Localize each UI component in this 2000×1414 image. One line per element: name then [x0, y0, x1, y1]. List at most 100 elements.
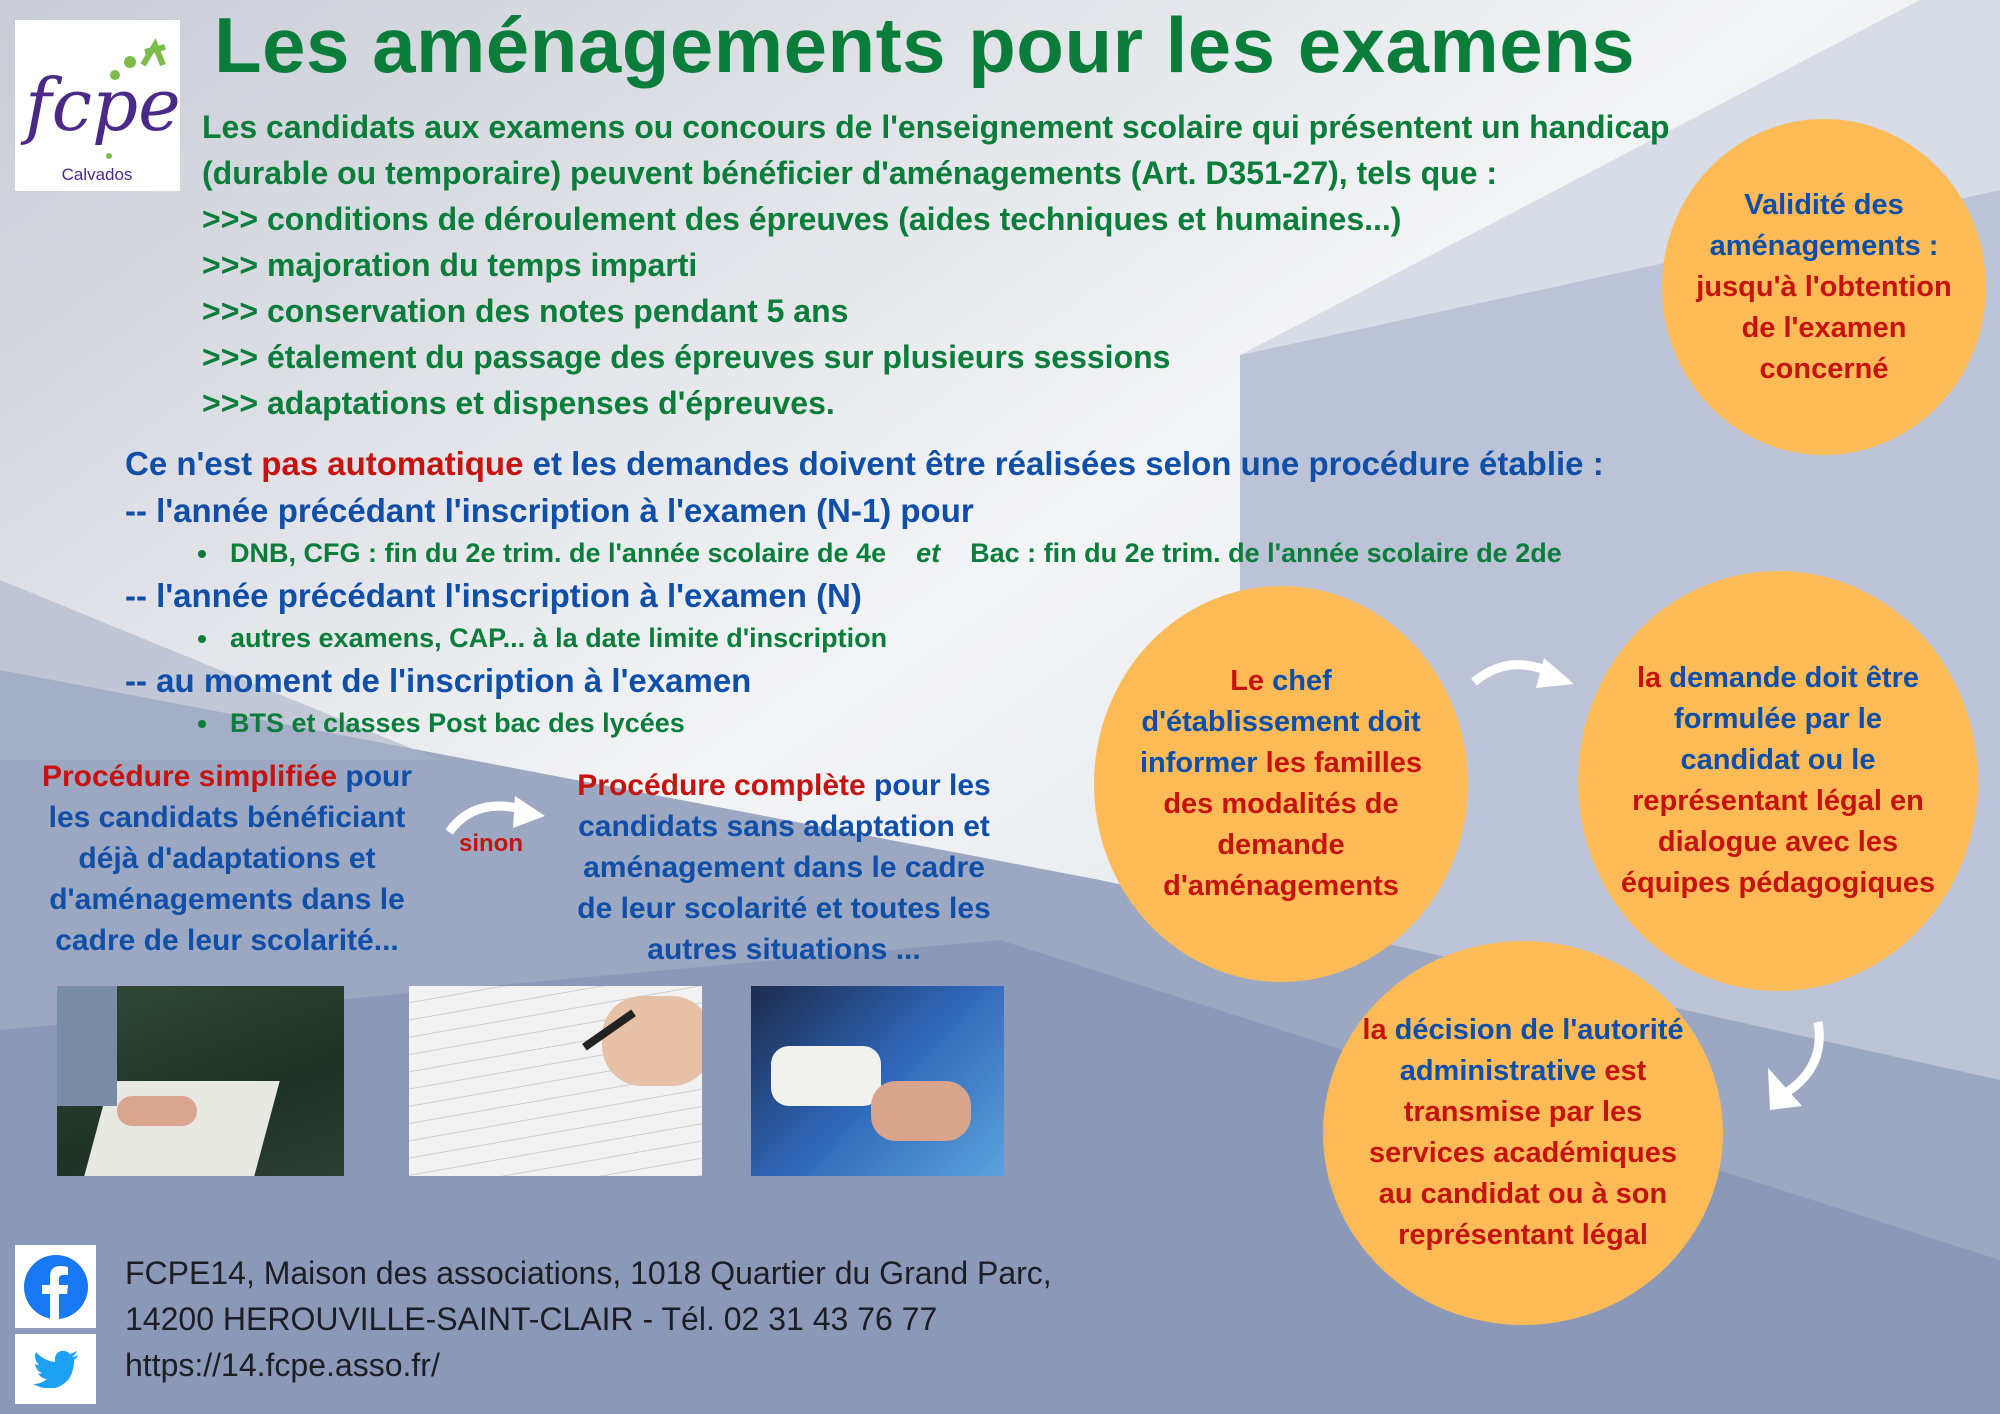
text-line: Le chef — [1140, 661, 1422, 702]
simplified-procedure-text: Procédure simplifiée pour les candidats b… — [27, 756, 427, 961]
text-segment: d'établissement doit — [1141, 706, 1421, 738]
text-line: autres situations ... — [564, 929, 1004, 970]
text-segment: d'aménagements — [1163, 870, 1399, 902]
text-segment: et les demandes doivent être réalisées s… — [523, 445, 1604, 482]
page-title: Les aménagements pour les examens — [214, 1, 1636, 89]
intro-line: Les candidats aux examens ou concours de… — [202, 109, 1670, 145]
text-line: les candidats bénéficiant — [27, 797, 427, 838]
text-line: services académiques — [1362, 1133, 1683, 1174]
footer-city-phone: 14200 HEROUVILLE-SAINT-CLAIR - Tél. 02 3… — [125, 1301, 938, 1337]
step-decision-circle: la décision de l'autorité administrative … — [1323, 941, 1723, 1325]
svg-text:fcpe: fcpe — [20, 63, 180, 147]
procedure-n1: -- l'année précédant l'inscription à l'e… — [125, 492, 974, 529]
text-line: formulée par le — [1621, 699, 1935, 740]
text-line: demande — [1140, 825, 1422, 866]
text-line: d'aménagements dans le — [27, 879, 427, 920]
text-line: cadre de leur scolarité... — [27, 920, 427, 961]
sinon-label: sinon — [459, 830, 523, 857]
bullet-et: et — [916, 538, 941, 568]
text-segment: candidat ou le — [1680, 744, 1876, 776]
text-segment: pas automatique — [261, 445, 524, 482]
text-segment: Validité des — [1744, 188, 1904, 221]
procedure-n-bullet: autres examens, CAP... à la date limite … — [125, 619, 1604, 657]
text-segment: les candidats bénéficiant — [48, 801, 406, 834]
footer-address: FCPE14, Maison des associations, 1018 Qu… — [125, 1255, 1052, 1291]
text-line: administrative est — [1362, 1051, 1683, 1092]
intro-item: >>> étalement du passage des épreuves su… — [202, 339, 1171, 375]
text-line: déjà d'adaptations et — [27, 838, 427, 879]
procedure-at: -- au moment de l'inscription à l'examen — [125, 662, 752, 699]
text-segment: candidats sans adaptation et — [578, 810, 990, 843]
text-line: aménagements : — [1696, 226, 1951, 267]
text-line: concerné — [1696, 349, 1951, 390]
intro-line: (durable ou temporaire) peuvent bénéfici… — [202, 155, 1498, 191]
facebook-link[interactable] — [15, 1245, 96, 1328]
validity-text: Validité des aménagements : jusqu'à l'obte… — [1696, 185, 1951, 390]
text-line: Validité des — [1696, 185, 1951, 226]
text-line: informer les familles — [1140, 743, 1422, 784]
text-segment: cadre de leur scolarité... — [55, 924, 399, 957]
text-line: dialogue avec les — [1621, 822, 1935, 863]
text-line: équipes pédagogiques — [1621, 863, 1935, 904]
text-segment: est — [1604, 1055, 1647, 1087]
logo-region: Calvados — [62, 165, 133, 184]
intro-item: >>> majoration du temps imparti — [202, 247, 698, 283]
text-segment: demande — [1217, 829, 1345, 861]
text-segment: Procédure simplifiée — [41, 760, 338, 793]
text-segment: déjà d'adaptations et — [78, 842, 376, 875]
procedure-at-bullet: BTS et classes Post bac des lycées — [125, 704, 1604, 742]
validity-circle: Validité des aménagements : jusqu'à l'obte… — [1662, 119, 1986, 455]
intro-text: Les candidats aux examens ou concours de… — [202, 104, 1670, 426]
text-segment: représentant légal en — [1632, 785, 1924, 817]
text-segment: dialogue avec les — [1657, 826, 1899, 858]
text-line: candidats sans adaptation et — [564, 806, 1004, 847]
text-line: d'établissement doit — [1140, 702, 1422, 743]
text-line: candidat ou le — [1621, 740, 1935, 781]
procedure-n: -- l'année précédant l'inscription à l'e… — [125, 577, 862, 614]
procedure-section: Ce n'est pas automatique et les demandes… — [125, 440, 1604, 742]
photo-braille-reading — [57, 986, 344, 1176]
step-demande-text: la demande doit être formulée par le candi… — [1621, 658, 1935, 904]
fcpe-logo-graphic: fcpe Calvados — [20, 38, 181, 184]
step-chef-text: Le chef d'établissement doit informer les … — [1140, 661, 1422, 907]
step-chef-circle: Le chef d'établissement doit informer les … — [1094, 586, 1468, 982]
text-line: la décision de l'autorité — [1362, 1010, 1683, 1051]
photo-arm-sling — [751, 986, 1004, 1176]
curved-arrow-icon — [445, 796, 545, 835]
text-line: d'aménagements — [1140, 866, 1422, 907]
photo-exam-writing — [409, 986, 702, 1176]
text-segment: services académiques — [1369, 1137, 1677, 1169]
twitter-link[interactable] — [15, 1334, 96, 1404]
complete-procedure-text: Procédure complète pour les candidats san… — [564, 765, 1004, 970]
text-segment: Ce n'est — [125, 445, 262, 482]
text-line: jusqu'à l'obtention — [1696, 267, 1951, 308]
twitter-icon — [32, 1350, 78, 1388]
footer-url-link[interactable]: https://14.fcpe.asso.fr/ — [125, 1347, 440, 1383]
procedure-lead: Ce n'est pas automatique et les demandes… — [125, 440, 1604, 487]
procedure-n1-bullet: DNB, CFG : fin du 2e trim. de l'année sc… — [125, 534, 1604, 572]
text-segment: autres situations ... — [647, 933, 921, 966]
text-line: aménagement dans le cadre — [564, 847, 1004, 888]
footer-contact: FCPE14, Maison des associations, 1018 Qu… — [125, 1250, 1052, 1388]
text-segment: concerné — [1759, 352, 1889, 385]
text-line: transmise par les — [1362, 1092, 1683, 1133]
step-decision-text: la décision de l'autorité administrative … — [1362, 1010, 1683, 1256]
curved-arrow-icon — [1471, 658, 1574, 688]
text-segment: aménagements : — [1709, 229, 1939, 262]
bullet-text: DNB, CFG : fin du 2e trim. de l'année sc… — [230, 538, 887, 568]
text-segment: la — [1636, 662, 1670, 694]
text-segment: chef — [1272, 665, 1332, 697]
text-segment: formulée par le — [1674, 703, 1882, 735]
text-segment: décision de l'autorité — [1394, 1014, 1684, 1046]
text-segment: équipes pédagogiques — [1620, 867, 1936, 899]
text-line: Procédure simplifiée pour — [27, 756, 427, 797]
text-segment: représentant légal — [1398, 1219, 1648, 1251]
intro-item: >>> adaptations et dispenses d'épreuves. — [202, 385, 835, 421]
text-segment: aménagement dans le cadre — [583, 851, 985, 884]
text-line: la demande doit être — [1621, 658, 1935, 699]
text-line: de l'examen — [1696, 308, 1951, 349]
curved-arrow-down-icon — [1768, 1021, 1824, 1110]
fcpe-logo: fcpe Calvados — [15, 20, 181, 191]
step-demande-circle: la demande doit être formulée par le candi… — [1578, 571, 1978, 991]
text-segment: administrative — [1399, 1055, 1605, 1087]
